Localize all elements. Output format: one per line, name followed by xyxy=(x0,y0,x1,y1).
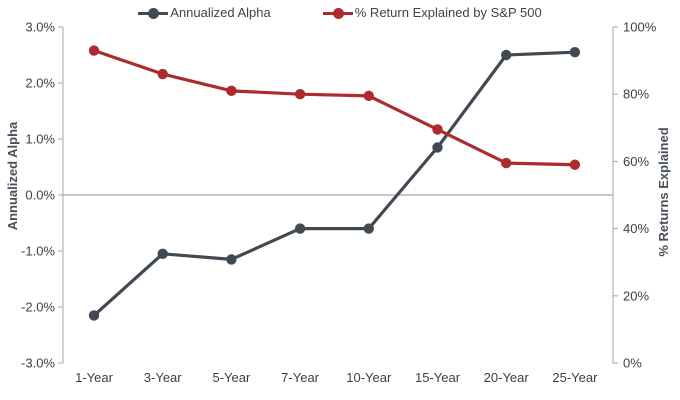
left-axis-tick-label: 2.0% xyxy=(25,76,55,91)
left-axis-tick-label: 0.0% xyxy=(25,188,55,203)
legend-line-dot-marker-dark xyxy=(138,7,169,19)
data-point-marker xyxy=(432,142,443,153)
legend-item-return-explained: % Return Explained by S&P 500 xyxy=(322,3,542,23)
x-axis-label: 7-Year xyxy=(281,370,319,385)
data-point-marker xyxy=(501,157,512,169)
series-line xyxy=(92,48,577,167)
data-point-marker xyxy=(569,159,581,170)
left-axis-tick-label: -2.0% xyxy=(21,300,55,315)
data-point-marker xyxy=(88,310,100,321)
data-point-marker xyxy=(569,47,581,58)
right-axis-tick-label: 0% xyxy=(623,356,642,371)
left-axis-title: Annualized Alpha xyxy=(5,121,20,231)
data-point-marker xyxy=(88,45,100,56)
data-point-marker xyxy=(157,68,168,80)
right-axis-title: % Returns Explained xyxy=(656,127,671,257)
data-point-marker xyxy=(157,248,168,259)
legend-line-dot-marker-red xyxy=(322,7,353,19)
data-point-marker xyxy=(363,223,374,234)
data-point-marker xyxy=(226,85,237,97)
x-axis-label: 15-Year xyxy=(415,370,461,385)
x-axis-label: 10-Year xyxy=(346,370,392,385)
legend-label: Annualized Alpha xyxy=(170,5,271,20)
right-axis-tick-label: 20% xyxy=(623,288,649,303)
series-line xyxy=(92,50,577,317)
legend-item-annualized-alpha: Annualized Alpha xyxy=(138,3,271,23)
data-point-marker xyxy=(226,254,237,265)
data-point-marker xyxy=(294,223,306,234)
left-axis-tick-label: -1.0% xyxy=(21,244,55,259)
x-axis-label: 25-Year xyxy=(552,370,598,385)
left-axis-tick-label: 1.0% xyxy=(25,132,55,147)
right-axis-tick-label: 60% xyxy=(623,154,649,169)
x-axis-label: 5-Year xyxy=(212,370,250,385)
data-point-marker xyxy=(501,49,512,61)
data-point-marker xyxy=(432,124,443,135)
right-axis-tick-label: 40% xyxy=(623,221,649,236)
data-point-marker xyxy=(294,89,306,100)
data-point-marker xyxy=(363,90,374,102)
left-axis-tick-label: -3.0% xyxy=(21,356,55,371)
legend-label: % Return Explained by S&P 500 xyxy=(354,5,542,20)
x-axis-label: 1-Year xyxy=(75,370,113,385)
x-axis-label: 20-Year xyxy=(484,370,530,385)
right-axis-tick-label: 100% xyxy=(623,20,657,35)
right-axis-tick-label: 80% xyxy=(623,87,649,102)
chart-legend: Annualized Alpha % Return Explained by S… xyxy=(0,3,680,23)
left-axis-tick-label: 3.0% xyxy=(25,20,55,35)
x-axis-label: 3-Year xyxy=(144,370,182,385)
